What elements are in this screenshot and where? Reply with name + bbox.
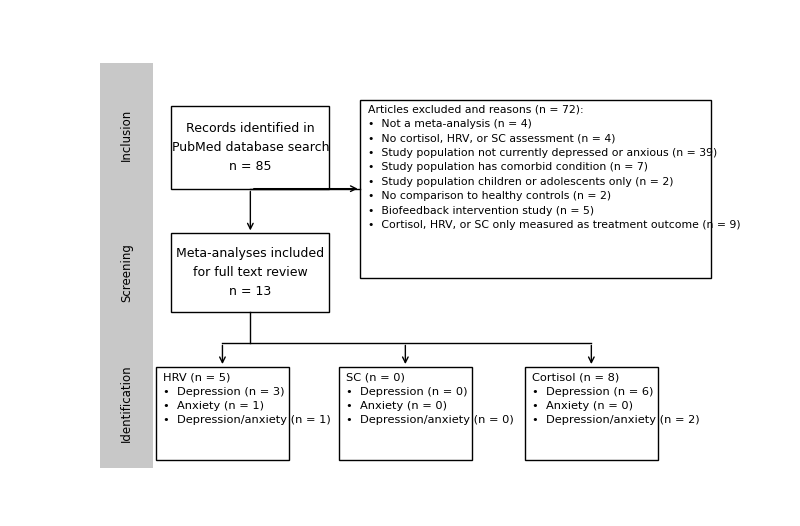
- Text: Inclusion: Inclusion: [120, 109, 133, 161]
- Bar: [100, 63, 153, 207]
- Text: Identification: Identification: [120, 365, 133, 442]
- Text: HRV (n = 5)
•  Depression (n = 3)
•  Anxiety (n = 1)
•  Depression/anxiety (n = : HRV (n = 5) • Depression (n = 3) • Anxie…: [163, 372, 331, 426]
- Bar: [100, 339, 153, 468]
- Bar: [171, 106, 330, 189]
- Text: Records identified in
PubMed database search
n = 85: Records identified in PubMed database se…: [171, 122, 329, 173]
- Text: Screening: Screening: [120, 244, 133, 302]
- Bar: [171, 233, 330, 312]
- Bar: [525, 367, 658, 460]
- Bar: [156, 367, 289, 460]
- Text: Meta-analyses included
for full text review
n = 13: Meta-analyses included for full text rev…: [176, 247, 325, 298]
- Bar: [338, 367, 472, 460]
- Text: Cortisol (n = 8)
•  Depression (n = 6)
•  Anxiety (n = 0)
•  Depression/anxiety : Cortisol (n = 8) • Depression (n = 6) • …: [532, 372, 700, 426]
- Bar: [100, 207, 153, 339]
- Text: SC (n = 0)
•  Depression (n = 0)
•  Anxiety (n = 0)
•  Depression/anxiety (n = 0: SC (n = 0) • Depression (n = 0) • Anxiet…: [346, 372, 514, 426]
- Text: Articles excluded and reasons (n = 72):
•  Not a meta-analysis (n = 4)
•  No cor: Articles excluded and reasons (n = 72): …: [368, 105, 741, 230]
- Bar: [360, 99, 710, 278]
